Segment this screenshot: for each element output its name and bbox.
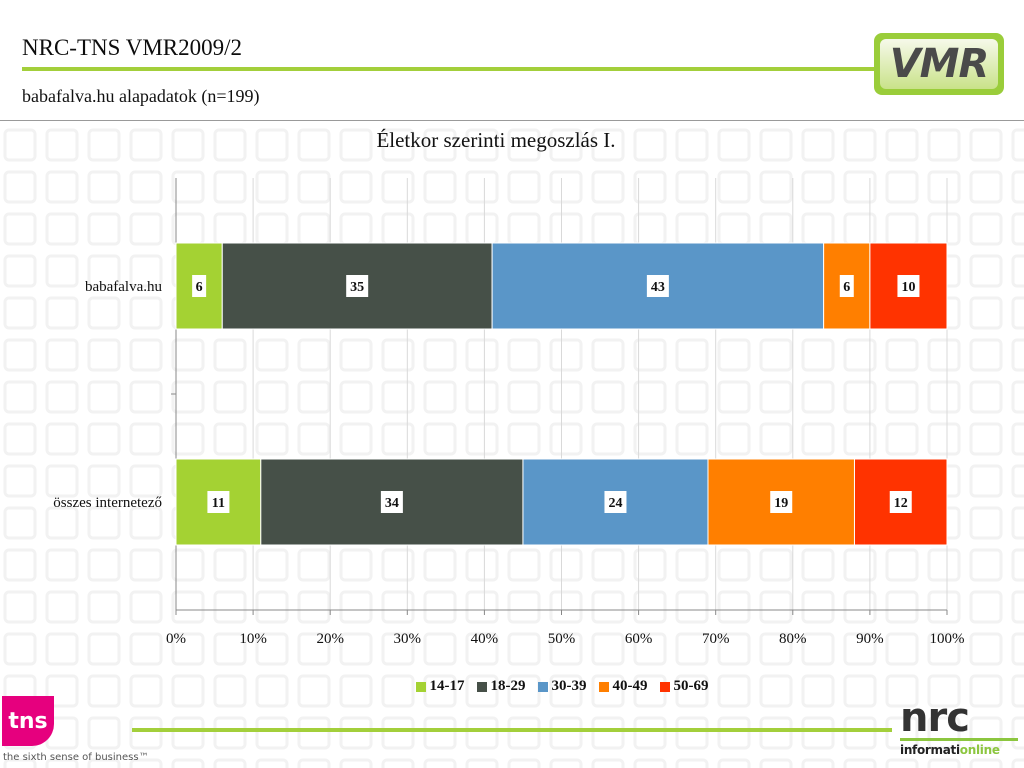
data-label-bg bbox=[192, 275, 207, 297]
data-label: 24 bbox=[608, 496, 622, 511]
chart-title: Életkor szerinti megoszlás I. bbox=[376, 128, 616, 152]
nrc-sub-b: online bbox=[959, 743, 1000, 757]
category-label: összes internetező bbox=[53, 495, 162, 511]
tns-logo: tns bbox=[2, 696, 54, 746]
nrc-logo-text: nrc bbox=[900, 695, 970, 741]
category-label: babafalva.hu bbox=[85, 279, 163, 295]
data-label: 43 bbox=[651, 280, 665, 295]
nrc-logo-word: nrc bbox=[900, 698, 1020, 738]
legend-label: 30-39 bbox=[551, 678, 587, 694]
x-tick-label: 70% bbox=[702, 631, 730, 647]
data-label-bg bbox=[346, 275, 369, 297]
page-title: NRC-TNS VMR2009/2 bbox=[22, 35, 243, 60]
x-tick-label: 100% bbox=[930, 631, 965, 647]
footer-divider bbox=[132, 728, 892, 732]
chart-legend: 14-17 18-29 30-39 40-49 50-69 bbox=[0, 678, 1024, 695]
x-tick-label: 50% bbox=[548, 631, 576, 647]
data-label: 34 bbox=[385, 496, 399, 511]
legend-swatch bbox=[415, 681, 426, 692]
data-label: 12 bbox=[894, 496, 908, 511]
legend-label: 40-49 bbox=[612, 678, 648, 694]
data-label-bg bbox=[889, 491, 912, 513]
data-label-bg bbox=[646, 275, 669, 297]
x-tick-label: 0% bbox=[166, 631, 186, 647]
nrc-logo: nrc informationline bbox=[900, 698, 1020, 762]
data-label: 10 bbox=[901, 280, 915, 295]
data-label-bg bbox=[770, 491, 793, 513]
header-separator bbox=[0, 120, 1024, 121]
x-tick-label: 10% bbox=[239, 631, 267, 647]
data-label: 6 bbox=[196, 280, 203, 295]
nrc-sub-a: informati bbox=[900, 743, 960, 757]
legend-swatch bbox=[659, 681, 670, 692]
data-label-bg bbox=[207, 491, 230, 513]
legend-swatch bbox=[476, 681, 487, 692]
nrc-logo-sub: informationline bbox=[900, 743, 1020, 757]
data-label: 6 bbox=[843, 280, 850, 295]
x-tick-label: 30% bbox=[394, 631, 422, 647]
data-label: 11 bbox=[212, 496, 225, 511]
x-tick-label: 80% bbox=[779, 631, 807, 647]
vmr-logo-text: VMR bbox=[889, 41, 990, 87]
legend-item: 14-17 bbox=[415, 678, 465, 695]
vmr-logo: VMR bbox=[874, 33, 1004, 95]
legend-label: 18-29 bbox=[490, 678, 526, 694]
x-tick-label: 90% bbox=[856, 631, 884, 647]
legend-item: 50-69 bbox=[659, 678, 709, 695]
x-tick-label: 40% bbox=[471, 631, 499, 647]
page-subtitle: babafalva.hu alapadatok (n=199) bbox=[22, 86, 260, 106]
legend-label: 14-17 bbox=[429, 678, 465, 694]
x-tick-label: 20% bbox=[316, 631, 344, 647]
x-tick-label: 60% bbox=[625, 631, 653, 647]
legend-item: 30-39 bbox=[537, 678, 587, 695]
legend-item: 18-29 bbox=[476, 678, 526, 695]
legend-swatch bbox=[598, 681, 609, 692]
data-label: 19 bbox=[774, 496, 788, 511]
tns-tagline: the sixth sense of business™ bbox=[3, 752, 149, 763]
legend-label: 50-69 bbox=[673, 678, 709, 694]
data-label-bg bbox=[897, 275, 920, 297]
data-label-bg bbox=[604, 491, 627, 513]
nrc-logo-bar bbox=[900, 738, 1018, 741]
header-divider bbox=[22, 67, 874, 71]
tns-logo-text: tns bbox=[8, 708, 48, 734]
data-label-bg bbox=[839, 275, 854, 297]
stacked-bar-chart: 0% 10% 20% 30% 40% 50% 60% 70% 80% 90% 100% babafal… bbox=[53, 178, 965, 647]
legend-item: 40-49 bbox=[598, 678, 648, 695]
data-label-bg bbox=[380, 491, 403, 513]
data-label: 35 bbox=[350, 280, 364, 295]
legend-swatch bbox=[537, 681, 548, 692]
